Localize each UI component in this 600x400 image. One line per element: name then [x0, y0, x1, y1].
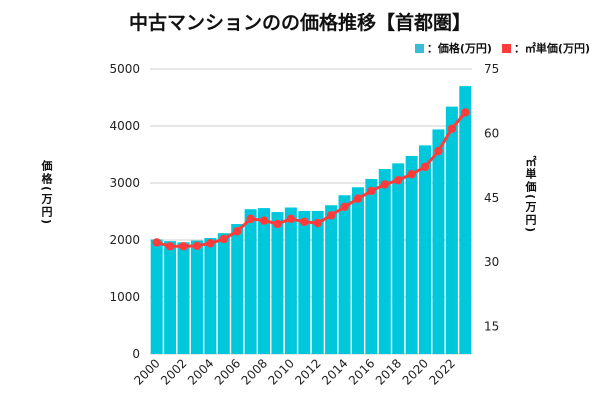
- bar-2002: [177, 242, 190, 354]
- y-tick-label-left: 4000: [109, 119, 140, 133]
- point-2018: [394, 175, 403, 185]
- x-tick-label: 2008: [239, 356, 270, 387]
- point-2017: [380, 180, 389, 189]
- point-2002: [179, 242, 188, 251]
- point-2019: [407, 169, 416, 179]
- y-tick-label-left: 1000: [109, 290, 140, 304]
- legend-swatch-price: [414, 44, 424, 53]
- bar-2021: [432, 129, 445, 354]
- legend-swatch-unit-price: [501, 44, 511, 53]
- point-2015: [353, 194, 363, 203]
- x-tick-label: 2016: [346, 356, 377, 387]
- legend-label-unit-price: ：㎡単価(万円): [513, 42, 590, 55]
- bar-2005: [217, 233, 230, 354]
- x-tick-label: 2020: [400, 356, 431, 387]
- y-tick-label-right: 75: [484, 62, 499, 76]
- bar-2006: [231, 224, 244, 354]
- y-tick-label-right: 15: [484, 320, 499, 334]
- point-2023: [461, 108, 470, 117]
- legend: ：価格(万円) ：㎡単価(万円): [414, 40, 590, 56]
- bar-2020: [419, 145, 432, 354]
- point-2010: [286, 214, 296, 223]
- bar-2015: [351, 187, 364, 354]
- y-tick-label-left: 0: [132, 347, 140, 361]
- bar-2014: [338, 195, 351, 354]
- point-2006: [233, 227, 242, 236]
- legend-item-unit-price: ：㎡単価(万円): [501, 40, 590, 56]
- bar-2009: [271, 212, 284, 354]
- point-2007: [246, 214, 255, 223]
- point-2001: [165, 242, 175, 251]
- y-tick-label-right: 30: [484, 255, 499, 269]
- point-2021: [434, 146, 443, 156]
- legend-label-price: ：価格(万円): [426, 42, 492, 55]
- chart-title: 中古マンションのの価格推移【首都圏】: [128, 12, 471, 34]
- point-2011: [300, 217, 309, 227]
- bar-2012: [311, 210, 324, 354]
- bar-2013: [325, 205, 338, 354]
- bar-2004: [204, 238, 217, 354]
- y-axis-label-left: 価格(万円): [40, 160, 53, 227]
- bar-2010: [284, 207, 297, 354]
- point-2013: [326, 211, 336, 220]
- y-axis-label-right: ㎡単価(万円): [524, 155, 537, 235]
- point-2014: [340, 202, 349, 211]
- bar-2011: [298, 210, 311, 354]
- bar-2019: [405, 155, 418, 354]
- x-tick-label: 2010: [265, 356, 296, 387]
- bar-2018: [392, 163, 405, 354]
- bar-2007: [244, 209, 257, 354]
- legend-item-price: ：価格(万円): [414, 40, 492, 56]
- bar-2016: [365, 179, 378, 354]
- x-tick-label: 2004: [185, 356, 216, 387]
- point-2004: [206, 239, 215, 248]
- y-tick-label-right: 60: [484, 126, 499, 140]
- bar-2008: [258, 208, 271, 354]
- x-tick-label: 2022: [426, 356, 457, 387]
- x-tick-label: 2014: [319, 356, 350, 387]
- y-tick-label-left: 5000: [109, 62, 140, 76]
- point-2016: [367, 186, 376, 196]
- y-tick-label-left: 2000: [109, 233, 140, 247]
- x-tick-label: 2018: [373, 356, 404, 387]
- x-tick-label: 2002: [158, 356, 189, 387]
- bar-2023: [459, 86, 472, 354]
- point-2008: [259, 216, 269, 225]
- point-2003: [192, 241, 202, 251]
- x-tick-label: 2006: [212, 356, 243, 387]
- point-2005: [219, 234, 228, 244]
- point-2012: [313, 218, 322, 228]
- bar-2017: [378, 169, 391, 354]
- bar-2001: [164, 241, 177, 354]
- point-2020: [420, 162, 430, 172]
- bar-2022: [445, 106, 458, 355]
- point-2009: [273, 219, 282, 229]
- point-2000: [152, 238, 161, 247]
- x-tick-label: 2012: [292, 356, 323, 387]
- point-2022: [447, 124, 457, 133]
- bar-2003: [190, 240, 203, 354]
- y-tick-label-right: 45: [484, 191, 499, 205]
- unit-price-line: [156, 111, 467, 248]
- bar-2000: [150, 239, 163, 354]
- y-tick-label-left: 3000: [109, 176, 140, 190]
